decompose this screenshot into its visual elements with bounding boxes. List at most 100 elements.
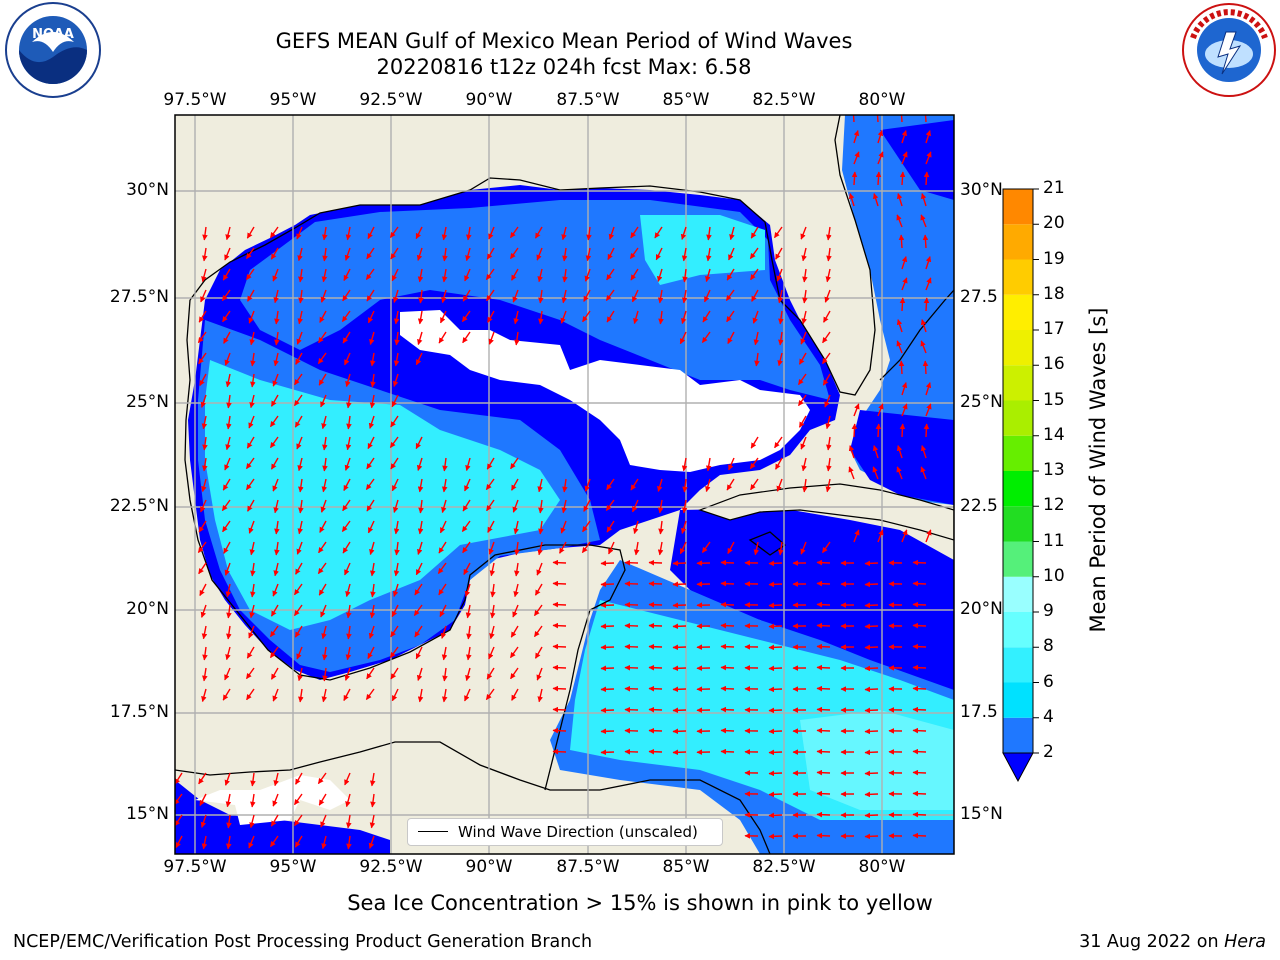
wave-direction-arrow bbox=[270, 667, 279, 680]
wave-direction-arrow bbox=[417, 268, 424, 283]
wave-direction-arrow bbox=[606, 268, 615, 281]
wave-direction-arrow bbox=[462, 499, 471, 512]
wave-direction-arrow bbox=[816, 685, 831, 692]
wave-direction-arrow bbox=[511, 688, 519, 701]
wave-direction-arrow bbox=[898, 360, 905, 375]
colorbar-segment bbox=[1003, 294, 1033, 330]
wave-direction-arrow bbox=[753, 331, 760, 346]
wave-direction-arrow bbox=[848, 445, 855, 459]
wave-direction-arrow bbox=[488, 331, 495, 345]
wave-direction-arrow bbox=[872, 466, 879, 480]
wave-direction-arrow bbox=[318, 373, 327, 386]
wave-direction-arrow bbox=[486, 457, 495, 470]
wave-direction-arrow bbox=[726, 268, 735, 281]
wave-direction-arrow bbox=[600, 644, 615, 651]
lat-label-right: 27.5 bbox=[960, 287, 998, 307]
wave-direction-arrow bbox=[342, 499, 351, 512]
wave-direction-arrow bbox=[800, 331, 807, 345]
wave-direction-arrow bbox=[367, 520, 375, 534]
wave-direction-arrow bbox=[633, 310, 639, 325]
wave-direction-arrow bbox=[224, 772, 231, 786]
wave-direction-arrow bbox=[514, 541, 520, 556]
wave-direction-arrow bbox=[201, 478, 207, 493]
wave-direction-arrow bbox=[851, 171, 858, 186]
colorbar-segment bbox=[1003, 224, 1033, 260]
wind-wave-arrows bbox=[175, 115, 932, 850]
wave-direction-arrow bbox=[538, 289, 544, 304]
wave-direction-arrow bbox=[390, 247, 399, 260]
wave-direction-arrow bbox=[631, 499, 639, 513]
wave-direction-arrow bbox=[514, 331, 520, 346]
colorbar-segment bbox=[1003, 647, 1033, 683]
wave-direction-arrow bbox=[912, 685, 927, 692]
wave-direction-arrow bbox=[562, 478, 568, 493]
wave-direction-arrow bbox=[912, 748, 927, 755]
wave-direction-arrow bbox=[778, 310, 784, 325]
wave-direction-arrow bbox=[896, 466, 903, 480]
wave-direction-arrow bbox=[297, 310, 304, 325]
wave-direction-arrow bbox=[248, 520, 255, 534]
wave-direction-arrow bbox=[249, 331, 255, 346]
wave-direction-arrow bbox=[201, 415, 208, 430]
wave-direction-arrow bbox=[322, 457, 328, 472]
wave-direction-arrow bbox=[389, 226, 399, 238]
wave-direction-arrow bbox=[199, 373, 207, 386]
wave-direction-arrow bbox=[912, 832, 927, 839]
wave-direction-arrow bbox=[464, 478, 471, 492]
wave-direction-arrow bbox=[824, 289, 831, 303]
wave-direction-arrow bbox=[648, 685, 663, 692]
wave-direction-arrow bbox=[245, 478, 255, 491]
wave-direction-arrow bbox=[584, 478, 591, 492]
wave-direction-arrow bbox=[465, 457, 471, 472]
gulf-light-ne bbox=[640, 215, 765, 285]
lat-label-right: 22.5 bbox=[960, 496, 998, 516]
wave-direction-arrow bbox=[298, 499, 304, 514]
wave-direction-arrow bbox=[415, 436, 423, 450]
wave-direction-arrow bbox=[370, 373, 376, 388]
wave-direction-arrow bbox=[816, 580, 831, 587]
lat-label-right: 17.5 bbox=[960, 702, 998, 722]
wave-direction-arrow bbox=[416, 541, 423, 555]
wave-direction-arrow bbox=[346, 394, 352, 409]
colorbar-segment bbox=[1003, 189, 1033, 225]
wave-direction-arrow bbox=[346, 604, 352, 619]
wave-direction-arrow bbox=[486, 289, 495, 302]
wave-direction-arrow bbox=[416, 457, 423, 471]
wave-direction-arrow bbox=[439, 604, 447, 618]
wave-direction-arrow bbox=[466, 625, 472, 640]
wave-direction-arrow bbox=[920, 466, 927, 480]
wave-direction-arrow bbox=[768, 623, 783, 630]
wave-direction-arrow bbox=[298, 289, 304, 304]
wave-direction-arrow bbox=[776, 478, 783, 492]
graticule bbox=[175, 115, 954, 854]
wave-direction-arrow bbox=[245, 457, 255, 470]
wave-direction-arrow bbox=[816, 706, 831, 713]
wave-direction-arrow bbox=[226, 814, 232, 829]
wave-direction-arrow bbox=[581, 541, 591, 554]
wave-direction-arrow bbox=[552, 601, 567, 608]
wave-direction-arrow bbox=[600, 581, 615, 588]
wave-direction-arrow bbox=[270, 604, 279, 617]
wave-direction-arrow bbox=[512, 604, 519, 618]
wave-direction-arrow bbox=[605, 289, 615, 301]
wave-direction-arrow bbox=[319, 520, 327, 533]
wave-direction-arrow bbox=[657, 541, 664, 556]
wave-direction-arrow bbox=[320, 394, 327, 408]
wave-direction-arrow bbox=[489, 562, 496, 577]
wave-direction-arrow bbox=[922, 234, 929, 249]
wave-direction-arrow bbox=[822, 331, 831, 344]
wave-direction-arrow bbox=[346, 625, 352, 640]
wave-direction-arrow bbox=[681, 457, 688, 472]
map-frame bbox=[174, 114, 955, 855]
wave-direction-arrow bbox=[367, 436, 375, 450]
wave-direction-arrow bbox=[768, 665, 783, 672]
wave-direction-arrow bbox=[538, 520, 544, 535]
wave-direction-arrow bbox=[297, 457, 303, 472]
wave-direction-arrow bbox=[510, 667, 519, 680]
lon-label-bottom: 90°W bbox=[465, 857, 513, 877]
wave-direction-arrow bbox=[509, 646, 519, 659]
wave-direction-arrow bbox=[438, 331, 447, 344]
wave-direction-arrow bbox=[245, 268, 255, 281]
wave-direction-arrow bbox=[414, 583, 423, 596]
wave-direction-arrow bbox=[393, 520, 400, 535]
